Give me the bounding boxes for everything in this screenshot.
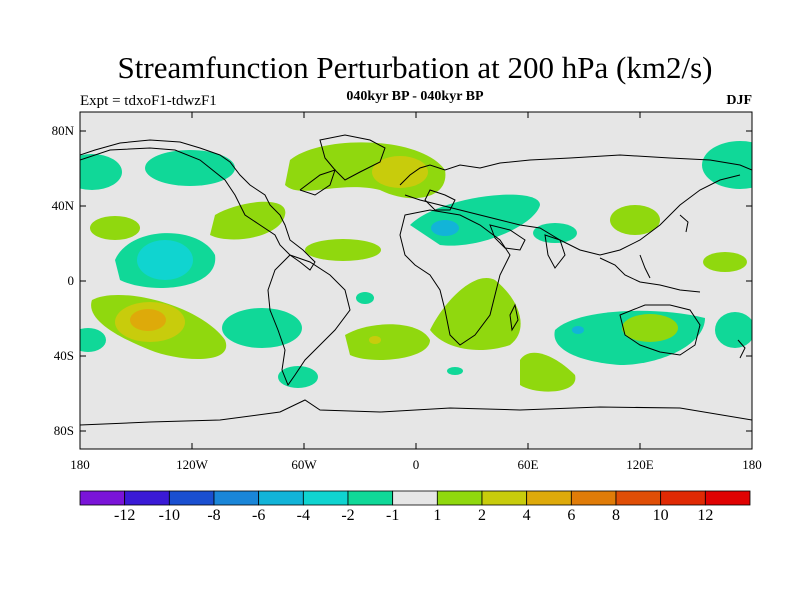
anomaly-region-indian-ocean-min — [572, 326, 584, 334]
x-axis-label: 120W — [176, 457, 208, 472]
axis-ticks — [79, 112, 752, 449]
colorbar-label: -4 — [296, 507, 310, 524]
colorbar-swatch — [347, 490, 394, 506]
colorbar-label: 10 — [652, 507, 669, 524]
anomaly-region-east-pacific-min — [137, 240, 193, 280]
coastlines — [80, 134, 752, 426]
anomaly-region-south-atlantic-small — [356, 292, 374, 304]
anomaly-region-middle-east-min — [431, 220, 459, 236]
colorbar-swatch — [436, 490, 483, 506]
colorbar-swatch — [392, 490, 438, 506]
colorbar-label: 6 — [567, 507, 576, 524]
plot-title: Streamfunction Perturbation at 200 hPa (… — [117, 50, 713, 85]
colorbar-swatch — [168, 490, 215, 506]
anomaly-region-north-america — [210, 201, 286, 240]
season-label: DJF — [726, 93, 752, 108]
colorbar-label: -10 — [158, 507, 180, 524]
colorbar-label: 1 — [433, 507, 442, 524]
anomaly-region-south-pacific-west — [80, 328, 106, 352]
colorbar-label: 12 — [697, 507, 714, 524]
experiment-label: Expt = tdxoF1-tdwzF1 — [80, 93, 217, 109]
y-axis-label: 40N — [51, 198, 74, 213]
y-axis-label: 80S — [53, 423, 74, 438]
anomaly-region-north-pacific — [145, 150, 235, 186]
colorbar-swatch — [302, 490, 349, 506]
anomaly-region-south-atlantic-max — [369, 336, 381, 344]
x-axis-label: 180 — [70, 457, 90, 472]
x-axis-label: 120E — [626, 457, 654, 472]
colorbar-swatch — [704, 490, 751, 506]
period-subtitle: 040kyr BP - 040kyr BP — [346, 89, 484, 104]
anomaly-region-drake-passage — [278, 366, 318, 388]
anomaly-region-western-pacific — [703, 252, 747, 272]
x-axis-label: 60E — [517, 457, 539, 472]
anomaly-region-north-pacific-east — [702, 141, 752, 189]
anomaly-region-south-pacific-max — [130, 309, 166, 331]
y-axis-label: 40S — [53, 348, 74, 363]
x-axis-label: 60W — [291, 457, 317, 472]
x-axis-label: 180 — [742, 457, 762, 472]
anomaly-region-new-zealand — [715, 312, 752, 348]
colorbar-label: 2 — [478, 507, 486, 524]
colorbar-swatch — [481, 490, 528, 506]
anomaly-region-australia — [622, 314, 678, 342]
anomaly-region-southern-ocean-small — [447, 367, 463, 375]
anomaly-region-north-pacific-west — [80, 154, 122, 190]
anomaly-region-south-atlantic — [345, 324, 430, 360]
y-axis-label: 80N — [51, 123, 74, 138]
anomaly-region-southern-africa — [430, 278, 521, 350]
colorbar-swatch — [124, 490, 170, 506]
colorbar-label: 8 — [612, 507, 620, 524]
anomaly-region-europe-max — [372, 156, 428, 188]
colorbar-label: -8 — [207, 507, 221, 524]
colorbar-swatch — [258, 490, 304, 506]
colorbar-swatch — [570, 490, 617, 506]
colorbar-swatch — [660, 490, 706, 506]
anomaly-region-south-america — [222, 308, 302, 348]
anomaly-region-east-asia — [610, 205, 660, 235]
x-axis-label: 0 — [412, 457, 420, 472]
colorbar-swatch — [79, 490, 126, 506]
anomaly-region-india — [533, 223, 577, 243]
anomaly-region-hawaii — [90, 216, 140, 240]
colorbar-swatch — [615, 490, 662, 506]
colorbar-label: -12 — [113, 507, 136, 524]
colorbar-label: 4 — [522, 507, 531, 524]
colorbar-swatch — [526, 490, 572, 506]
colorbar-label: -1 — [385, 507, 400, 524]
anomaly-region-south-indian — [520, 352, 576, 392]
colorbar-label: -2 — [341, 507, 355, 524]
y-axis-label: 0 — [67, 273, 75, 288]
colorbar — [79, 490, 751, 506]
colorbar-swatch — [213, 490, 260, 506]
anomaly-fields — [80, 141, 752, 392]
colorbar-label: -6 — [251, 507, 266, 524]
anomaly-region-tropical-atlantic — [305, 239, 381, 261]
